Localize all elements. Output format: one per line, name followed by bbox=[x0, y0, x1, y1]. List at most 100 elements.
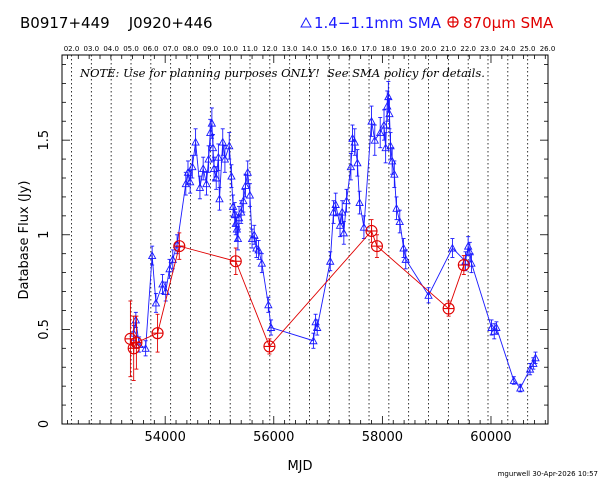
data-point bbox=[249, 230, 259, 239]
year-tick-label: 05.0 bbox=[123, 45, 139, 53]
data-point bbox=[161, 287, 170, 295]
circle-plus-icon bbox=[447, 16, 459, 28]
planning-note: NOTE: Use for planning purposes ONLY! Se… bbox=[79, 66, 485, 80]
data-point bbox=[531, 353, 540, 362]
data-point bbox=[487, 323, 496, 331]
year-tick-label: 10.0 bbox=[222, 45, 238, 53]
data-point bbox=[331, 200, 340, 208]
data-point bbox=[158, 279, 167, 288]
data-point bbox=[367, 116, 376, 125]
data-point bbox=[399, 243, 408, 252]
data-series bbox=[124, 81, 540, 393]
x-tick-label: 58000 bbox=[362, 430, 403, 445]
data-point bbox=[492, 323, 501, 331]
data-point bbox=[147, 251, 157, 260]
mu-glyph: μ bbox=[492, 14, 502, 32]
data-point bbox=[467, 258, 476, 267]
year-tick-label: 16.0 bbox=[341, 45, 357, 53]
footer-credit: mgurwell 30-Apr-2026 10:57 bbox=[498, 470, 598, 478]
data-point bbox=[335, 220, 345, 229]
data-point bbox=[195, 183, 205, 191]
data-point bbox=[204, 154, 213, 163]
data-point bbox=[211, 173, 221, 182]
data-point bbox=[218, 137, 227, 146]
data-point bbox=[202, 179, 211, 188]
data-point bbox=[346, 162, 356, 171]
data-point bbox=[227, 171, 236, 180]
axis-ticks bbox=[62, 55, 548, 425]
data-point bbox=[245, 190, 255, 199]
y-tick-label: 0 bbox=[37, 420, 52, 428]
year-tick-label: 04.0 bbox=[103, 45, 119, 53]
data-point bbox=[312, 323, 322, 331]
year-tick-label: 18.0 bbox=[381, 45, 397, 53]
year-tick-label: 06.0 bbox=[143, 45, 159, 53]
year-tick-label: 21.0 bbox=[441, 45, 457, 53]
x-tick-label: 56000 bbox=[253, 430, 294, 445]
legend-band2-label-prefix: 870 bbox=[463, 14, 492, 32]
data-point bbox=[141, 343, 150, 352]
series-line bbox=[133, 96, 536, 389]
data-point bbox=[151, 298, 161, 307]
data-point bbox=[392, 203, 401, 212]
year-grid bbox=[71, 55, 529, 424]
year-tick-label: 12.0 bbox=[262, 45, 278, 53]
data-point bbox=[401, 254, 410, 263]
year-tick-label: 14.0 bbox=[302, 45, 318, 53]
data-point bbox=[395, 217, 405, 225]
series-1mm bbox=[129, 81, 540, 393]
year-tick-label: 20.0 bbox=[421, 45, 437, 53]
data-point bbox=[264, 300, 273, 309]
data-point bbox=[241, 181, 250, 190]
data-point bbox=[214, 152, 223, 161]
year-tick-label: 11.0 bbox=[242, 45, 258, 53]
data-point bbox=[353, 158, 362, 167]
triangle-icon bbox=[300, 16, 312, 28]
year-tick-label: 07.0 bbox=[163, 45, 179, 53]
data-point bbox=[342, 196, 351, 205]
year-tick-label: 09.0 bbox=[203, 45, 219, 53]
data-point bbox=[386, 141, 395, 150]
data-point bbox=[448, 243, 457, 252]
x-tick-labels: 54000 56000 58000 60000 bbox=[144, 430, 511, 445]
data-point bbox=[257, 258, 267, 267]
data-point bbox=[224, 141, 234, 150]
data-point bbox=[207, 118, 217, 127]
year-tick-label: 15.0 bbox=[322, 45, 338, 53]
data-point bbox=[355, 198, 364, 207]
data-point bbox=[375, 128, 385, 137]
legend-band1-label: 1.4−1.1mm SMA bbox=[314, 14, 442, 32]
y-axis-label: Database Flux (Jy) bbox=[17, 181, 32, 300]
year-tick-label: 24.0 bbox=[500, 45, 516, 53]
data-point bbox=[191, 137, 200, 146]
y-tick-label: 0.5 bbox=[37, 319, 52, 340]
data-point bbox=[509, 376, 519, 384]
data-point bbox=[266, 323, 276, 331]
data-point bbox=[198, 164, 208, 172]
data-point bbox=[465, 247, 475, 256]
data-point bbox=[233, 234, 243, 243]
year-tick-label: 23.0 bbox=[480, 45, 496, 53]
series-line bbox=[129, 230, 465, 350]
svg-text:870μm SMA: 870μm SMA bbox=[463, 14, 554, 32]
x-axis-label: MJD bbox=[287, 459, 312, 474]
year-tick-label: 19.0 bbox=[401, 45, 417, 53]
data-point bbox=[208, 143, 218, 152]
series-870um bbox=[124, 219, 470, 381]
plot-frame bbox=[61, 54, 549, 425]
year-tick-label: 22.0 bbox=[460, 45, 476, 53]
data-point bbox=[215, 194, 224, 203]
y-tick-labels: 0 0.5 1 1.5 bbox=[37, 130, 52, 428]
year-tick-label: 26.0 bbox=[540, 45, 556, 53]
data-point bbox=[384, 92, 393, 101]
data-point bbox=[424, 290, 433, 299]
data-point bbox=[231, 218, 241, 227]
legend-band2-label-suffix: m SMA bbox=[501, 14, 554, 32]
x-tick-label: 60000 bbox=[470, 430, 511, 445]
data-point bbox=[309, 336, 318, 345]
data-point bbox=[379, 120, 389, 129]
year-tick-label: 13.0 bbox=[282, 45, 298, 53]
data-point bbox=[188, 162, 197, 171]
data-point bbox=[185, 177, 195, 186]
year-tick-labels: 02.0 03.0 04.0 05.0 06.0 07.0 08.0 09.0 10.0 11.0… bbox=[64, 45, 556, 53]
